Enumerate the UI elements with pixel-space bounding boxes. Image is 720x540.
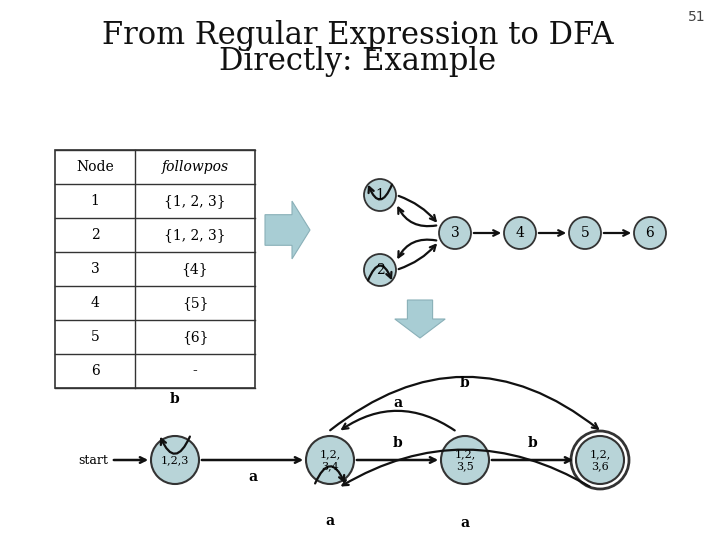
Text: 1,2,3: 1,2,3 bbox=[161, 455, 189, 465]
Text: a: a bbox=[248, 470, 257, 484]
Text: 4: 4 bbox=[91, 296, 99, 310]
Text: start: start bbox=[78, 454, 108, 467]
Text: Node: Node bbox=[76, 160, 114, 174]
Text: Directly: Example: Directly: Example bbox=[220, 46, 497, 77]
Bar bbox=[55, 150, 255, 388]
Text: 2: 2 bbox=[376, 263, 384, 277]
Polygon shape bbox=[265, 201, 310, 259]
Text: a: a bbox=[325, 514, 335, 528]
Text: From Regular Expression to DFA: From Regular Expression to DFA bbox=[102, 20, 614, 51]
Circle shape bbox=[151, 436, 199, 484]
Text: 5: 5 bbox=[580, 226, 590, 240]
Text: 6: 6 bbox=[91, 364, 99, 378]
Text: b: b bbox=[392, 436, 402, 450]
Text: a: a bbox=[460, 516, 469, 530]
Text: {5}: {5} bbox=[181, 296, 208, 310]
Polygon shape bbox=[395, 300, 445, 338]
Text: 51: 51 bbox=[688, 10, 706, 24]
Text: 1,2,
3,6: 1,2, 3,6 bbox=[590, 449, 611, 471]
Text: b: b bbox=[528, 436, 537, 450]
Text: 1,2,
3,4: 1,2, 3,4 bbox=[320, 449, 341, 471]
Text: b: b bbox=[460, 376, 470, 390]
Text: {6}: {6} bbox=[181, 330, 208, 344]
Circle shape bbox=[504, 217, 536, 249]
Text: 2: 2 bbox=[91, 228, 99, 242]
Circle shape bbox=[576, 436, 624, 484]
Circle shape bbox=[441, 436, 489, 484]
Circle shape bbox=[634, 217, 666, 249]
Text: {1, 2, 3}: {1, 2, 3} bbox=[164, 194, 226, 208]
Text: 1,2,
3,5: 1,2, 3,5 bbox=[454, 449, 476, 471]
Text: a: a bbox=[393, 396, 402, 410]
Text: 3: 3 bbox=[451, 226, 459, 240]
Circle shape bbox=[364, 254, 396, 286]
Text: {1, 2, 3}: {1, 2, 3} bbox=[164, 228, 226, 242]
Text: 3: 3 bbox=[91, 262, 99, 276]
Text: 4: 4 bbox=[516, 226, 524, 240]
Text: 6: 6 bbox=[646, 226, 654, 240]
Text: followpos: followpos bbox=[161, 160, 228, 174]
Circle shape bbox=[569, 217, 601, 249]
Circle shape bbox=[364, 179, 396, 211]
Text: 1: 1 bbox=[91, 194, 99, 208]
Text: b: b bbox=[170, 392, 180, 406]
Text: -: - bbox=[193, 364, 197, 378]
Circle shape bbox=[439, 217, 471, 249]
Text: {4}: {4} bbox=[181, 262, 208, 276]
Text: 5: 5 bbox=[91, 330, 99, 344]
Circle shape bbox=[306, 436, 354, 484]
Text: 1: 1 bbox=[376, 188, 384, 202]
